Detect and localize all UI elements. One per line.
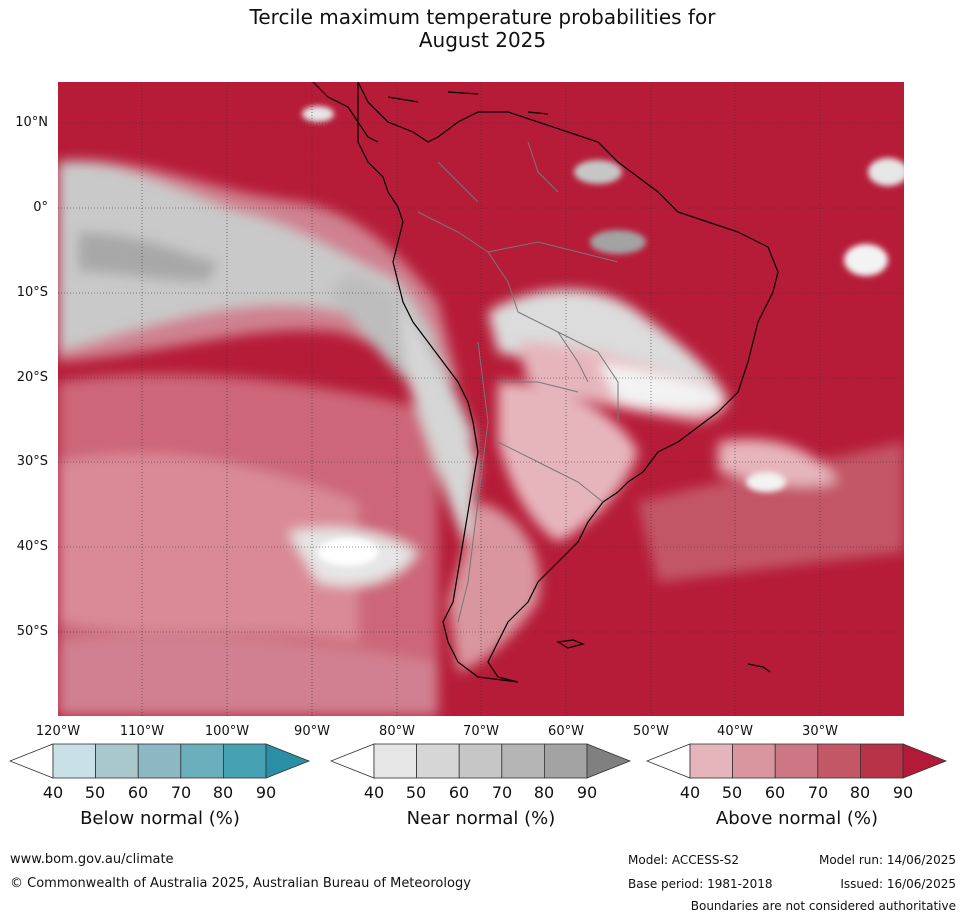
lat-label-10n: 10°N: [15, 115, 48, 130]
tick-label: 80: [849, 783, 871, 802]
colorbar-high-triangle: [902, 743, 948, 779]
model-name: Model: ACCESS-S2: [628, 853, 740, 867]
title-line-2: August 2025: [418, 28, 547, 52]
colorbar-segment: [817, 743, 861, 779]
map-svg: [58, 82, 904, 716]
lat-label-0: 0°: [33, 200, 48, 215]
colorbar-segment: [458, 743, 503, 779]
colorbar-segment: [222, 743, 267, 779]
colorbar-segment: [52, 743, 96, 779]
lon-label-60w: 60°W: [548, 724, 584, 739]
tick-label: 60: [764, 783, 786, 802]
website-link[interactable]: www.bom.gov.au/climate: [10, 852, 174, 867]
lat-label-30s: 30°S: [16, 454, 48, 469]
lon-label-80w: 80°W: [379, 724, 415, 739]
colorbar-segment: [543, 743, 588, 779]
country-borders: [417, 141, 619, 623]
patch-guiana: [574, 160, 622, 184]
lon-label-70w: 70°W: [463, 724, 499, 739]
region-south-pacific-mid: [58, 454, 358, 642]
colorbar-segment: [689, 743, 733, 779]
colorbar-below-normal: [9, 743, 311, 779]
region-eq-pacific-dark: [78, 232, 218, 282]
south-georgia: [747, 663, 771, 673]
tick-label: 90: [892, 783, 914, 802]
central-america-coastline: [312, 82, 379, 143]
colorbar-low-triangle: [330, 743, 375, 779]
lon-label-100w: 100°W: [204, 724, 250, 739]
colorbar-segment: [180, 743, 224, 779]
colorbar-below-title: Below normal (%): [80, 808, 240, 829]
region-south-pacific-far: [58, 633, 438, 716]
graticule: [58, 82, 904, 716]
patch-amazon-dark: [590, 230, 646, 254]
tick-label: 50: [721, 783, 743, 802]
issued-date: Issued: 16/06/2025: [840, 877, 956, 891]
tick-label: 70: [170, 783, 192, 802]
model-run-date: Model run: 14/06/2025: [818, 853, 956, 867]
tick-label: 40: [363, 783, 385, 802]
map-title: Tercile maximum temperature probabilitie…: [0, 6, 965, 52]
colorbar-segment: [732, 743, 776, 779]
colorbar-near-normal: [330, 743, 632, 779]
title-line-1: Tercile maximum temperature probabilitie…: [249, 5, 716, 29]
tick-label: 70: [491, 783, 513, 802]
colorbar-segment: [137, 743, 182, 779]
tick-label: 50: [405, 783, 427, 802]
colorbar-segment: [859, 743, 904, 779]
south-america-coastline: [357, 82, 779, 683]
tick-label: 50: [84, 783, 106, 802]
boundaries-note: Boundaries are not considered authoritat…: [690, 899, 956, 913]
colorbar-segment: [373, 743, 417, 779]
tick-label: 40: [679, 783, 701, 802]
lon-label-50w: 50°W: [633, 724, 669, 739]
colorbar-above-title: Above normal (%): [715, 808, 879, 829]
base-period: Base period: 1981-2018: [628, 877, 773, 891]
tick-label: 90: [576, 783, 598, 802]
colorbar-above-normal: [646, 743, 948, 779]
region-patagonia: [448, 502, 540, 672]
colorbar-high-triangle: [586, 743, 632, 779]
region-atlantic-pink: [718, 439, 838, 487]
tick-label: 80: [533, 783, 555, 802]
lon-label-90w: 90°W: [294, 724, 330, 739]
lon-label-110w: 110°W: [119, 724, 165, 739]
region-south-atlantic: [638, 442, 904, 582]
tick-label: 90: [255, 783, 277, 802]
colorbar-segment: [95, 743, 139, 779]
colorbar-near-title: Near normal (%): [406, 808, 556, 829]
copyright-text: © Commonwealth of Australia 2025, Austra…: [10, 876, 471, 891]
tick-label: 70: [807, 783, 829, 802]
patch-atlantic-south: [746, 472, 786, 492]
tick-label: 60: [127, 783, 149, 802]
patch-atlantic-white: [844, 244, 888, 276]
patch-pacific-white: [318, 538, 378, 566]
colorbar-segment: [501, 743, 545, 779]
lat-label-40s: 40°S: [16, 539, 48, 554]
region-brazil-white: [598, 362, 728, 410]
colorbar-segment: [774, 743, 819, 779]
patch-atlantic-north: [868, 158, 904, 186]
caribbean-islands: [387, 91, 549, 115]
tick-label: 60: [448, 783, 470, 802]
tick-label: 40: [42, 783, 64, 802]
patch-central-america: [302, 106, 334, 122]
region-chile-coast: [398, 302, 478, 552]
colorbar-segment: [416, 743, 460, 779]
lon-label-120w: 120°W: [35, 724, 81, 739]
colorbar-high-triangle: [265, 743, 311, 779]
colorbar-low-triangle: [646, 743, 691, 779]
lon-label-40w: 40°W: [717, 724, 753, 739]
lat-label-50s: 50°S: [16, 624, 48, 639]
lon-label-30w: 30°W: [802, 724, 838, 739]
lat-label-10s: 10°S: [16, 285, 48, 300]
colorbar-low-triangle: [9, 743, 54, 779]
probability-map: [58, 82, 904, 716]
lat-label-20s: 20°S: [16, 370, 48, 385]
tick-label: 80: [212, 783, 234, 802]
falkland-islands: [556, 639, 585, 649]
